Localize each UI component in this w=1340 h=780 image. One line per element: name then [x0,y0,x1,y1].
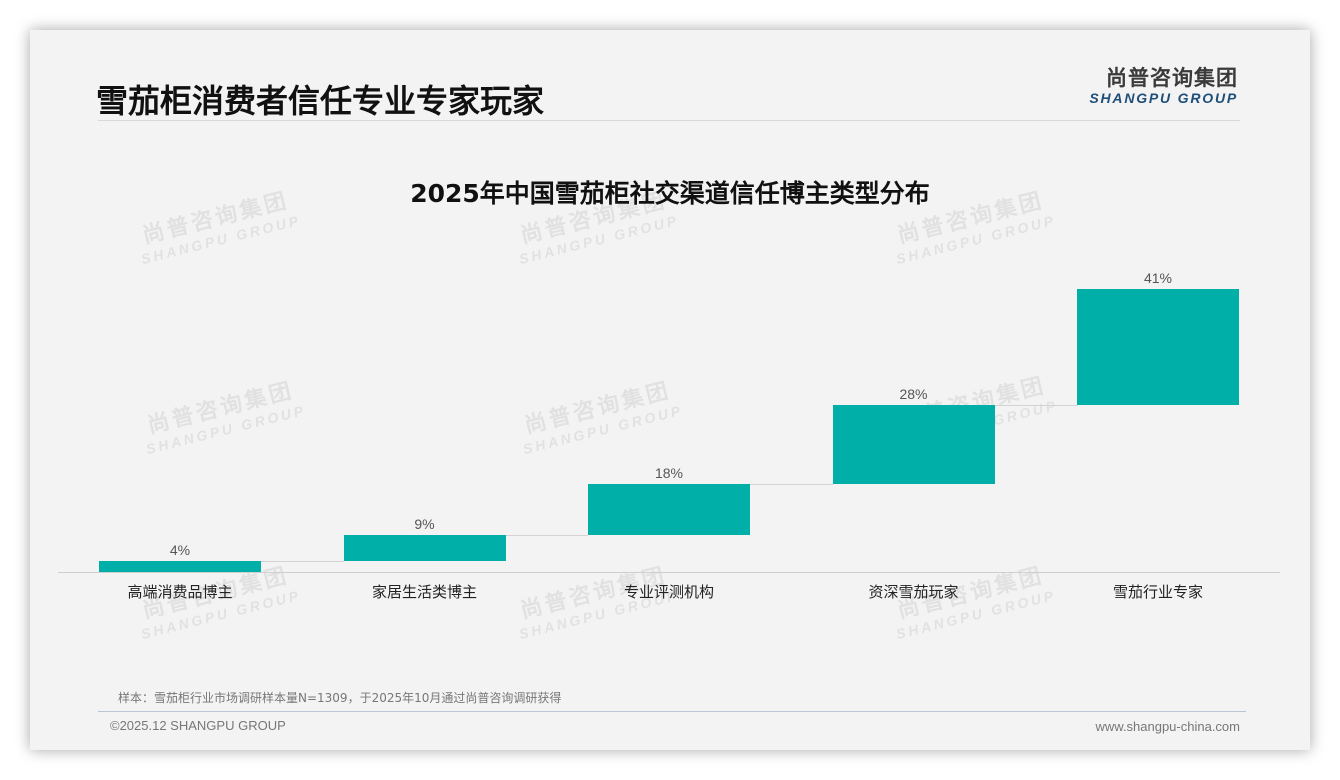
footer-divider [98,711,1246,712]
waterfall-chart: 4% 高端消费品博主 9% 家居生活类博主 18% 专业评测机构 28% 资深雪茄玩家 41% 雪… [30,30,1310,750]
bar-value-label: 18% [654,465,684,482]
slide: 雪茄柜消费者信任专业专家玩家 尚普咨询集团 SHANGPU GROUP 尚普咨询… [30,30,1310,750]
x-axis-baseline [58,572,1280,573]
bar-4 [832,405,995,485]
waterfall-connector [261,560,344,562]
company-logo: 尚普咨询集团 SHANGPU GROUP [1088,66,1238,106]
category-label: 高端消费品博主 [127,583,233,601]
waterfall-connector [505,535,588,537]
logo-english-text: SHANGPU GROUP [1089,90,1238,106]
waterfall-connector [994,405,1077,407]
category-label: 专业评测机构 [623,583,714,601]
title-divider [98,120,1240,121]
bar-1 [99,560,261,572]
bar-value-label: 4% [169,541,191,558]
website-link[interactable]: www.shangpu-china.com [1095,719,1240,734]
bar-value-label: 28% [899,386,928,403]
chart-title: 2025年中国雪茄柜社交渠道信任博主类型分布 [410,179,930,208]
bar-value-label: 41% [1143,270,1173,286]
page-title: 雪茄柜消费者信任专业专家玩家 [96,82,545,120]
bar-5 [1077,289,1239,406]
category-label: 雪茄行业专家 [1112,583,1203,601]
sample-note: 样本：雪茄柜行业市场调研样本量N=1309，于2025年10月通过尚普咨询调研获… [118,691,562,705]
waterfall-connector [750,484,833,486]
copyright-text: ©2025.12 SHANGPU GROUP [110,718,286,733]
bar-2 [343,535,506,561]
bar-3 [588,484,750,536]
logo-chinese-text: 尚普咨询集团 [1106,66,1238,90]
category-label: 家居生活类博主 [371,583,477,601]
bar-value-label: 9% [414,516,435,533]
category-label: 资深雪茄玩家 [868,583,959,601]
